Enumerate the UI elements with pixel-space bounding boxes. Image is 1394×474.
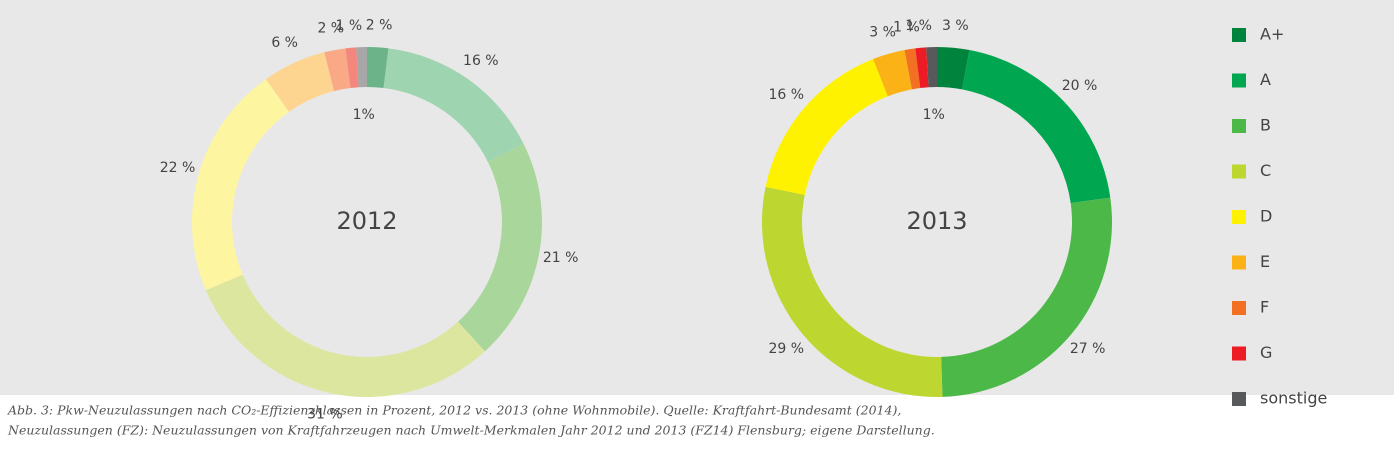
chart-title: 2013	[906, 207, 967, 235]
donut-segment	[356, 47, 367, 88]
legend-label: A+	[1260, 25, 1284, 44]
legend-swatch	[1232, 255, 1246, 270]
chart-title: 2012	[336, 207, 397, 235]
value-label: 29 %	[769, 341, 805, 357]
caption: Neuzulassungen (FZ): Neuzulassungen von …	[7, 423, 935, 438]
value-label: 1%	[353, 107, 375, 123]
legend-swatch	[1232, 164, 1246, 179]
donut-segment	[762, 186, 943, 397]
value-label: 27 %	[1070, 341, 1106, 357]
value-label: 1 %	[905, 18, 932, 34]
legend-label: F	[1260, 298, 1269, 317]
donut-segment	[941, 197, 1112, 397]
donut-segment	[904, 48, 921, 90]
donut-segment	[367, 47, 389, 89]
donut-segment	[383, 48, 524, 162]
value-label: 2 %	[317, 20, 344, 36]
legend-label: sonstige	[1260, 389, 1327, 408]
legend-label: G	[1260, 343, 1272, 362]
legend-label: C	[1260, 161, 1271, 180]
value-label: 31 %	[307, 406, 343, 422]
legend-swatch	[1232, 119, 1246, 133]
donut-segment	[926, 47, 937, 88]
legend-label: A	[1260, 70, 1271, 89]
donut-segment	[873, 50, 912, 97]
value-label: 22 %	[160, 160, 196, 176]
legend-label: E	[1260, 252, 1270, 271]
value-label: 1%	[923, 107, 945, 123]
donut-segment	[937, 47, 970, 90]
legend-swatch	[1232, 210, 1246, 224]
donut-segment	[765, 59, 888, 195]
legend-swatch	[1232, 28, 1246, 42]
value-label: 1 %	[335, 18, 362, 34]
legend-swatch	[1232, 392, 1246, 406]
value-label: 1 %	[893, 19, 920, 35]
donut-segment	[324, 48, 351, 92]
value-label: 2 %	[366, 17, 393, 33]
donut-segment	[345, 47, 359, 89]
donut-segment	[457, 143, 542, 352]
value-label: 20 %	[1062, 78, 1098, 94]
caption: Abb. 3: Pkw-Neuzulassungen nach CO₂-Effi…	[7, 403, 901, 418]
value-label: 21 %	[543, 250, 579, 266]
legend-swatch	[1232, 301, 1246, 315]
donut-segment	[962, 50, 1111, 204]
value-label: 16 %	[769, 87, 805, 103]
value-label: 6 %	[271, 35, 298, 51]
legend-label: B	[1260, 116, 1271, 135]
value-label: 3 %	[869, 25, 896, 41]
donut-segment	[192, 79, 290, 291]
donut-segment	[265, 52, 335, 112]
legend-swatch	[1232, 73, 1246, 88]
donut-segment	[205, 274, 485, 397]
value-label: 16 %	[463, 53, 499, 69]
legend-swatch	[1232, 346, 1246, 361]
donut-segment	[915, 47, 929, 89]
legend-label: D	[1260, 207, 1272, 226]
value-label: 3 %	[942, 18, 969, 34]
